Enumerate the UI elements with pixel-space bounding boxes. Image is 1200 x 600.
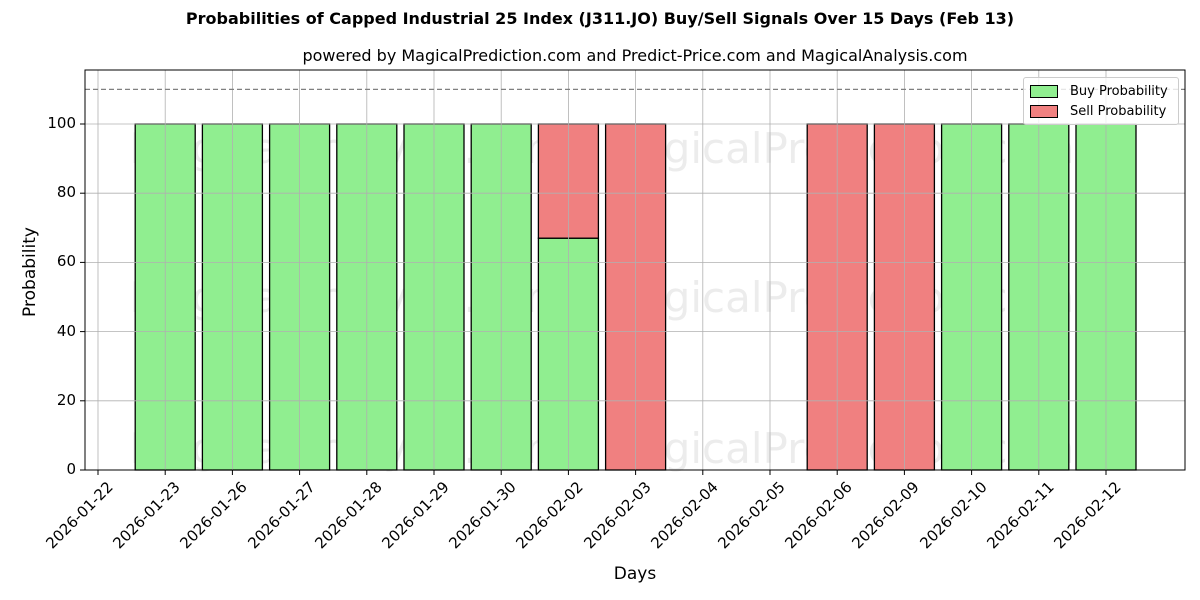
legend-label-sell: Sell Probability [1070,103,1167,119]
chart-title: Probabilities of Capped Industrial 25 In… [185,9,1015,28]
legend-item-sell: Sell Probability [1030,103,1166,119]
y-tick-label: 80 [56,183,76,202]
y-tick-label: 40 [56,321,76,340]
x-axis-label: Days [613,564,657,584]
axes-frame [84,69,1186,471]
sell-swatch-icon [1030,104,1058,118]
y-tick-label: 0 [66,460,76,478]
legend-item-buy: Buy Probability [1030,83,1168,99]
y-axis-label: Probability [20,227,40,317]
buy-swatch-icon [1030,84,1058,98]
y-tick-label: 100 [47,114,76,132]
chart-subtitle: powered by MagicalPrediction.com and Pre… [302,46,968,65]
legend-label-buy: Buy Probability [1070,83,1168,99]
y-tick-label: 60 [56,252,76,271]
y-tick-label: 20 [56,390,76,409]
legend: Buy Probability Sell Probability [1023,77,1179,125]
